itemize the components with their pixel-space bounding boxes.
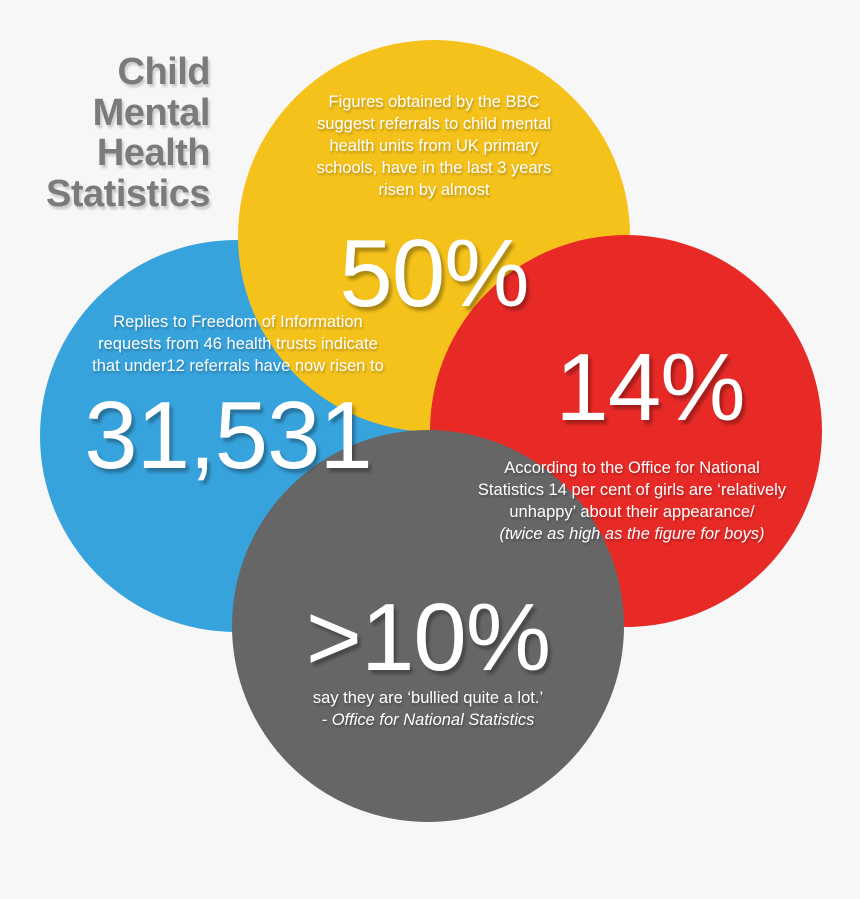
gray-body-line-1: say they are ‘bullied quite a lot.’: [312, 689, 544, 707]
blue-body-line-2: requests from 46 health trusts indicate: [98, 334, 378, 353]
blue-body-line-1: Replies to Freedom of Information: [113, 313, 363, 331]
yellow-body-text: Figures obtained by the BBC suggest refe…: [253, 92, 615, 202]
title-line-4: Statistics: [46, 172, 210, 215]
title-line-2: Mental: [92, 91, 211, 134]
title-line-3: Health: [96, 132, 211, 175]
blue-body-text: Replies to Freedom of Information reques…: [48, 312, 428, 378]
yellow-body-line-2: suggest referrals to child mental: [317, 114, 551, 133]
blue-body-line-3: that under12 referrals have now risen to: [92, 356, 384, 375]
yellow-body-line-5: risen by almost: [378, 180, 490, 199]
gray-body-text: say they are ‘bullied quite a lot.’ - Of…: [248, 688, 608, 732]
red-body-text: According to the Office for National Sta…: [452, 458, 812, 546]
yellow-body-line-3: health units from UK primary: [329, 136, 539, 155]
gray-circle: [232, 430, 624, 822]
red-body-line-2: Statistics 14 per cent of girls are ‘rel…: [477, 480, 787, 499]
red-body-line-4: (twice as high as the figure for boys): [499, 524, 765, 543]
page-title: Child Mental Health Statistics: [10, 52, 210, 215]
blue-stat-value: 31,531: [84, 382, 373, 489]
yellow-body-line-4: schools, have in the last 3 years: [316, 158, 552, 177]
title-line-1: Child: [117, 51, 211, 93]
red-body-line-1: According to the Office for National: [504, 459, 760, 477]
yellow-stat-value: 50%: [339, 220, 529, 327]
red-stat-value: 14%: [555, 334, 745, 441]
gray-stat-value: >10%: [305, 584, 551, 691]
yellow-body-line-1: Figures obtained by the BBC: [328, 93, 540, 111]
gray-body-source: - Office for National Statistics: [321, 710, 535, 729]
red-body-line-3: unhappy’ about their appearance/: [509, 502, 755, 521]
